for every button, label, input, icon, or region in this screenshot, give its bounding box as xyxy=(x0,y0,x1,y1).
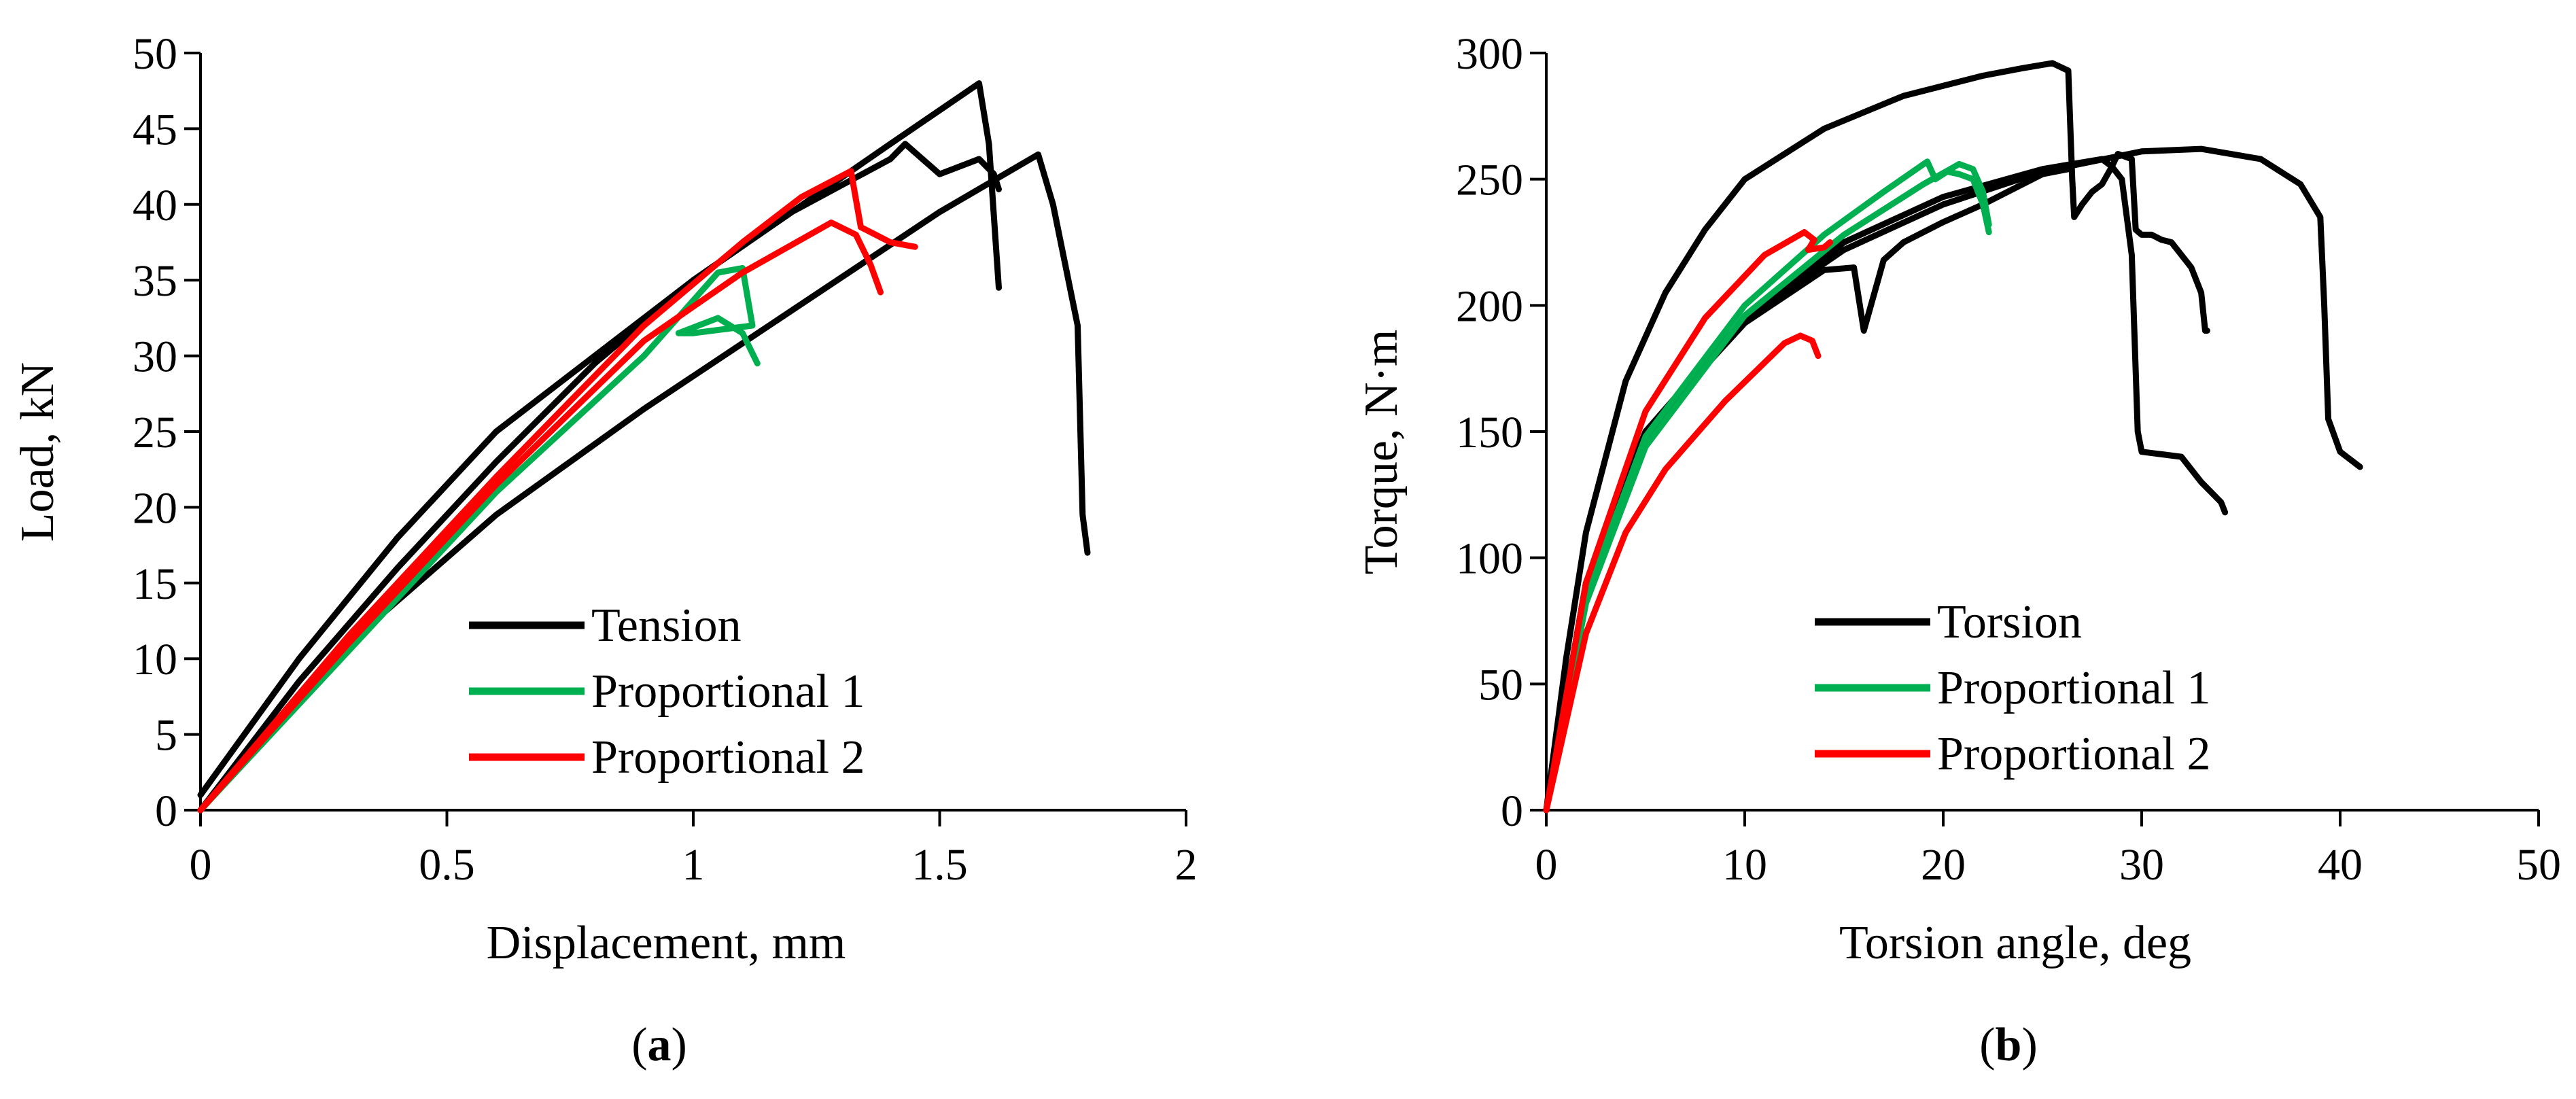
chart-b-x-tick-label: 30 xyxy=(2119,840,2164,890)
chart-a-y-axis-label: Load, kN xyxy=(12,362,64,542)
chart-b-caption: (b) xyxy=(1979,1019,2038,1071)
chart-a-y-tick-label: 35 xyxy=(133,256,177,306)
chart-a-legend-label-proportional-1: Proportional 1 xyxy=(591,665,865,718)
chart-a-y-tick-label: 45 xyxy=(133,105,177,154)
chart-b-y-axis-label: Torque, N·m xyxy=(1355,330,1408,575)
chart-b-series-torsion-0 xyxy=(1543,60,2210,814)
chart-a-y-tick-label: 5 xyxy=(155,711,177,761)
chart-b-y-tick-label: 100 xyxy=(1456,534,1523,584)
chart-a-x-tick-label: 0.5 xyxy=(419,840,475,890)
chart-a-series-proportional-1-3 xyxy=(197,264,761,814)
chart-b-x-tick-label: 10 xyxy=(1722,840,1767,890)
chart-a-y-tick-label: 40 xyxy=(133,181,177,230)
chart-b-series-proportional-2-7 xyxy=(1543,332,1822,814)
chart-a-y-tick-label: 15 xyxy=(133,559,177,609)
chart-a-x-axis-label: Displacement, mm xyxy=(487,917,846,969)
chart-a-series-proportional-2-5 xyxy=(197,220,884,814)
chart-b-x-tick-label: 40 xyxy=(2318,840,2363,890)
chart-b-legend-label-torsion: Torsion xyxy=(1937,596,2082,648)
chart-a-series-tension-1 xyxy=(197,141,1002,814)
chart-b-y-tick-label: 150 xyxy=(1456,408,1523,457)
chart-a-series-tension-2 xyxy=(197,151,1091,814)
chart-b-series-proportional-1-5 xyxy=(1543,160,1992,814)
chart-a-y-tick-label: 20 xyxy=(133,483,177,533)
chart-b-x-tick-label: 50 xyxy=(2516,840,2561,890)
chart-a: 0 5 10 15 20 25 30 35 40 45 50 0 0.5 1 1.5 2 Displacemen… xyxy=(0,0,1288,1096)
chart-b-y-tick-label: 0 xyxy=(1501,786,1523,836)
chart-b-y-tick-label: 200 xyxy=(1456,281,1523,331)
chart-a-legend-label-proportional-2: Proportional 2 xyxy=(591,731,865,784)
chart-a-y-tick-label: 25 xyxy=(133,408,177,457)
chart-a-caption: (a) xyxy=(631,1019,687,1071)
chart-b-x-axis-label: Torsion angle, deg xyxy=(1839,917,2191,969)
chart-a-y-tick-label: 30 xyxy=(133,332,177,382)
chart-a-legend-label-tension: Tension xyxy=(591,599,742,652)
chart-b-legend-label-proportional-1: Proportional 1 xyxy=(1937,662,2210,714)
chart-a-y-tick-label: 10 xyxy=(133,635,177,684)
chart-b-y-tick-label: 300 xyxy=(1456,29,1523,79)
chart-b-y-tick-label: 250 xyxy=(1456,156,1523,205)
chart-a-y-tick-label: 50 xyxy=(133,29,177,79)
chart-b-y-tick-label: 50 xyxy=(1478,660,1523,710)
chart-b-legend-label-proportional-2: Proportional 2 xyxy=(1937,728,2210,780)
chart-a-svg: 0 5 10 15 20 25 30 35 40 45 50 0 0.5 1 1.5 2 Displacemen… xyxy=(12,29,1198,1071)
chart-b-x-tick-label: 0 xyxy=(1535,840,1558,890)
chart-b-series-proportional-2-6 xyxy=(1543,229,1834,814)
chart-b-series-proportional-1-4 xyxy=(1543,158,1992,814)
chart-a-y-tick-label: 0 xyxy=(155,786,177,836)
chart-b: 0 50 100 150 200 250 300 0 10 20 30 40 50 Torsion ang… xyxy=(1288,0,2576,1096)
chart-a-series-proportional-2-4 xyxy=(197,168,918,814)
chart-b-x-tick-label: 20 xyxy=(1921,840,1966,890)
chart-a-x-tick-label: 1 xyxy=(682,840,705,890)
chart-a-x-tick-label: 2 xyxy=(1175,840,1198,890)
chart-a-x-tick-label: 0 xyxy=(190,840,212,890)
chart-b-svg: 0 50 100 150 200 250 300 0 10 20 30 40 50 Torsion ang… xyxy=(1355,29,2561,1071)
chart-a-x-tick-label: 1.5 xyxy=(911,840,968,890)
